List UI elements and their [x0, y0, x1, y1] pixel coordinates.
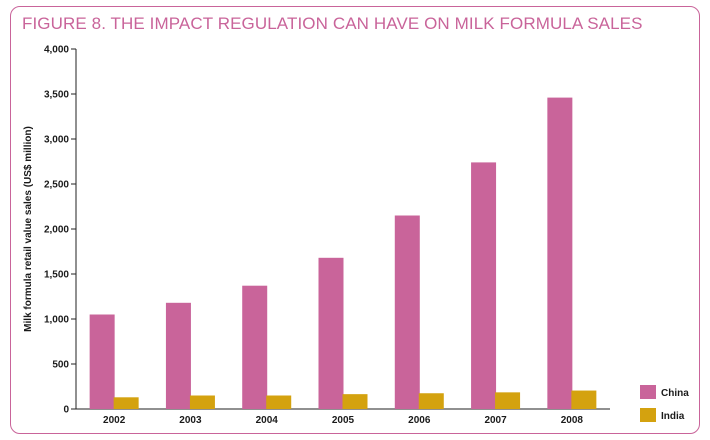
bar-china-2006[interactable] [394, 215, 420, 410]
bar-india-2002[interactable] [113, 397, 139, 409]
x-tick-label: 2003 [179, 415, 202, 426]
y-tick-label: 4,000 [44, 45, 69, 56]
bar-india-2003[interactable] [189, 395, 215, 410]
bar-india-2005[interactable] [342, 394, 368, 409]
y-tick-label: 2,000 [44, 225, 69, 236]
bar-india-2008[interactable] [571, 390, 597, 409]
y-tick-label: 0 [63, 405, 69, 416]
bar-china-2007[interactable] [471, 162, 497, 409]
x-tick-label: 2005 [332, 415, 355, 426]
bar-india-2006[interactable] [418, 393, 444, 409]
y-axis-label: Milk formula retail value sales (US$ mil… [23, 126, 34, 332]
x-tick-label: 2008 [561, 415, 584, 426]
bar-china-2008[interactable] [547, 97, 573, 409]
x-tick-label: 2006 [408, 415, 431, 426]
bar-china-2004[interactable] [242, 285, 268, 409]
legend-label-china: China [661, 388, 689, 399]
bar-china-2002[interactable] [89, 314, 115, 410]
y-tick-label: 500 [52, 360, 69, 371]
y-tick-label: 1,000 [44, 315, 69, 326]
x-tick-label: 2004 [256, 415, 279, 426]
legend-swatch-china [640, 385, 656, 399]
y-tick-label: 2,500 [44, 180, 69, 191]
legend-swatch-india [640, 408, 656, 422]
y-tick-label: 1,500 [44, 270, 69, 281]
bar-india-2007[interactable] [495, 392, 521, 409]
bar-china-2005[interactable] [318, 257, 344, 409]
figure-frame [10, 6, 700, 434]
chart-title: FIGURE 8. THE IMPACT REGULATION CAN HAVE… [22, 14, 643, 33]
legend-label-india: India [661, 411, 685, 422]
y-tick-label: 3,500 [44, 90, 69, 101]
x-tick-label: 2007 [484, 415, 507, 426]
bar-india-2004[interactable] [266, 395, 292, 410]
bar-china-2003[interactable] [165, 302, 191, 409]
y-tick-label: 3,000 [44, 135, 69, 146]
x-tick-label: 2002 [103, 415, 126, 426]
